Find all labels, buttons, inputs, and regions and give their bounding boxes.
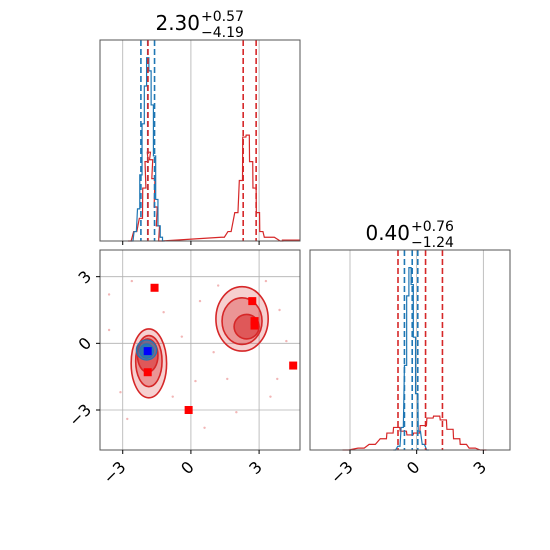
right-title-value: 0.40 <box>365 221 410 245</box>
red-square-marker <box>250 317 259 326</box>
right-x-ticks: −3 0 3 <box>327 450 490 488</box>
right-blue-histogram <box>393 267 429 451</box>
joint-y-tick-label: 0 <box>75 333 96 354</box>
right-grid <box>349 250 484 450</box>
right-x-tick-label: −3 <box>327 457 357 487</box>
scatter-point <box>216 284 220 287</box>
right-x-tick-label: 3 <box>470 457 491 478</box>
scatter-point <box>126 417 129 421</box>
scatter-point <box>194 379 197 383</box>
red-square-marker <box>248 297 257 306</box>
joint-x-tick-label: 3 <box>245 457 266 478</box>
top-title-value: 2.30 <box>155 11 200 35</box>
top-title-plus: +0.57 <box>201 9 244 25</box>
top-title-minus: −4.19 <box>201 25 244 41</box>
scatter-point <box>235 411 238 414</box>
scatter-point <box>285 339 288 343</box>
joint-y-tick-label: 3 <box>75 267 96 288</box>
scatter-point <box>171 395 174 398</box>
right-title-plus: +0.76 <box>411 219 454 235</box>
scatter-point <box>212 351 215 354</box>
top-panel-frame <box>99 39 301 242</box>
joint-panel-frame <box>99 249 301 451</box>
scatter-point <box>278 308 281 312</box>
top-blue-histogram <box>130 57 165 242</box>
scatter-point <box>130 279 134 283</box>
top-marginal-panel: 2.30 +0.57 −4.19 <box>99 9 301 245</box>
right-x-tick-label: 0 <box>403 457 424 478</box>
top-quantile-lines <box>140 40 257 241</box>
blue-square-marker <box>143 347 152 356</box>
joint-contours <box>130 285 269 399</box>
red-square-marker <box>250 321 259 330</box>
right-marginal-panel: −3 0 3 0.40 +0.76 −1.24 <box>309 219 511 488</box>
scatter-point <box>107 293 111 296</box>
scatter-point <box>269 395 272 398</box>
scatter-point <box>264 279 268 283</box>
right-histograms <box>342 267 487 451</box>
joint-x-tick-label: −3 <box>99 457 129 487</box>
scatter-point <box>226 377 229 381</box>
joint-panel: −3−3 0 0 3 3 <box>65 249 301 488</box>
scatter-point <box>119 391 122 394</box>
top-histograms <box>127 57 300 242</box>
right-panel-frame <box>309 249 511 451</box>
scatter-point <box>203 426 206 429</box>
red-square-marker <box>143 368 152 377</box>
red-square-marker <box>150 283 159 292</box>
joint-markers <box>143 283 298 414</box>
joint-x-tick-label: 0 <box>177 457 198 478</box>
scatter-point <box>276 377 279 381</box>
top-red-histogram <box>127 134 284 242</box>
joint-y-tick-label: −3 <box>65 400 95 430</box>
joint-scatter <box>107 279 288 429</box>
top-grid <box>122 40 260 241</box>
red-square-marker <box>289 361 298 370</box>
right-quantile-lines <box>397 250 444 450</box>
scatter-point <box>180 335 184 338</box>
top-x-ticks <box>122 241 260 245</box>
right-title-minus: −1.24 <box>411 235 454 251</box>
red-square-marker <box>184 406 193 414</box>
joint-grid <box>100 250 300 450</box>
scatter-point <box>198 299 202 303</box>
scatter-point <box>107 328 111 332</box>
right-red-histogram <box>342 415 487 451</box>
scatter-point <box>162 311 165 314</box>
